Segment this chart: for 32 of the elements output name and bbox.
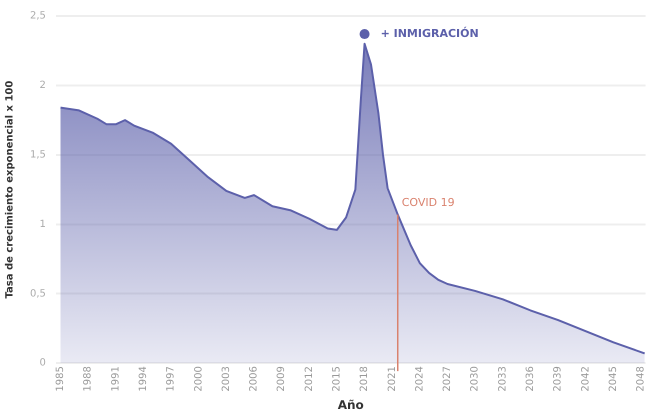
x-tick-label: 2018 [359, 366, 370, 392]
x-tick-label: 2033 [497, 366, 508, 392]
y-tick-label: 2 [40, 80, 46, 92]
x-tick-label: 1991 [110, 366, 122, 392]
x-tick-label: 2045 [608, 366, 619, 392]
x-tick-label: 2024 [414, 366, 426, 392]
x-tick-label: 2015 [332, 366, 343, 392]
y-tick-label: 0 [40, 358, 46, 369]
ref-line-label: COVID 19 [402, 196, 455, 209]
x-tick-label: 2048 [636, 366, 647, 392]
x-tick-label: 2021 [386, 366, 398, 392]
y-tick-label: 2,5 [30, 10, 46, 22]
annotation: + INMIGRACIÓN [380, 26, 479, 40]
x-tick-label: 1988 [82, 366, 94, 392]
y-tick-label: 0,5 [30, 288, 46, 300]
x-tick-label: 2027 [442, 366, 454, 392]
y-tick-label: 1,5 [30, 149, 46, 160]
x-tick-label: 2042 [580, 366, 592, 392]
x-tick-label: 2009 [276, 366, 288, 392]
x-tick-label: 1985 [55, 366, 66, 392]
x-tick-label: 2000 [193, 366, 204, 392]
x-tick-label: 1997 [166, 366, 177, 392]
x-tick-label: 2006 [248, 366, 260, 392]
x-tick-label: 2003 [220, 366, 232, 392]
x-tick-label: 2039 [552, 366, 564, 392]
x-axis-title: Año [338, 398, 364, 412]
x-tick-label: 2012 [304, 366, 315, 392]
x-tick-label: 2036 [525, 366, 536, 392]
x-tick-label: 2030 [470, 366, 481, 392]
y-axis-title: Tasa de crecimiento exponencial x 100 [4, 80, 16, 299]
x-tick-label: 1994 [138, 366, 150, 392]
y-tick-label: 1 [40, 218, 46, 230]
